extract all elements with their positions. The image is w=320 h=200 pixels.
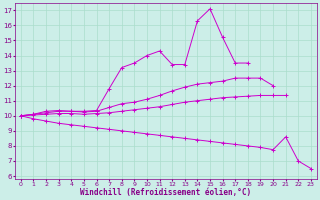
X-axis label: Windchill (Refroidissement éolien,°C): Windchill (Refroidissement éolien,°C): [80, 188, 252, 197]
